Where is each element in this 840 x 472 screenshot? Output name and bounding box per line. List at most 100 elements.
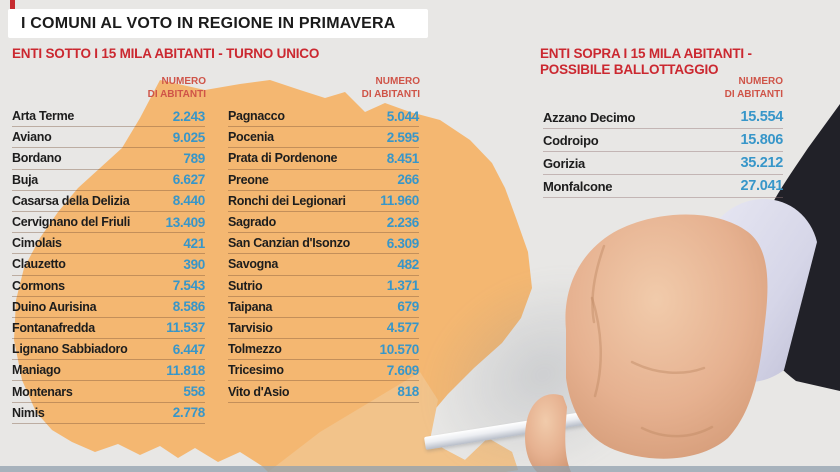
table-row: Tricesimo 7.609 <box>228 360 420 382</box>
population-value: 6.447 <box>172 341 206 357</box>
municipality-name: Montenars <box>12 384 73 399</box>
col-header-population-right: NUMERO DI ABITANTI <box>671 76 783 101</box>
municipality-name: Prata di Pordenone <box>228 151 338 166</box>
table-row: Tarvisio 4.577 <box>228 318 420 340</box>
table-row: Vito d'Asio 818 <box>228 381 419 403</box>
col-header-line2: DI ABITANTI <box>724 88 783 100</box>
population-value: 679 <box>397 299 419 315</box>
municipality-name: Cimolais <box>12 236 62 251</box>
table-row: Fontanafredda 11.537 <box>12 318 205 340</box>
table-row: Bordano 789 <box>12 148 205 170</box>
municipality-name: Savogna <box>228 257 278 272</box>
municipality-name: Codroipo <box>543 132 599 148</box>
municipality-name: Tarvisio <box>228 320 273 335</box>
municipality-name: Cervignano del Friuli <box>12 215 131 230</box>
municipality-name: Sagrado <box>228 215 276 230</box>
bottom-strip <box>0 466 840 472</box>
col-header-population-middle: NUMERO DI ABITANTI <box>308 76 420 101</box>
table-row: Montenars 558 <box>12 381 205 403</box>
municipality-name: Ronchi dei Legionari <box>228 193 346 208</box>
region-map-highlight <box>268 372 518 472</box>
population-value: 35.212 <box>740 155 783 171</box>
knuckle-lines <box>590 244 714 438</box>
table-row: Cormons 7.543 <box>12 276 205 297</box>
municipality-name: Taipana <box>228 299 273 314</box>
population-value: 421 <box>183 235 205 251</box>
population-value: 4.577 <box>386 320 420 336</box>
population-value: 2.236 <box>386 214 420 230</box>
population-value: 6.627 <box>172 172 206 188</box>
population-value: 10.570 <box>379 341 420 357</box>
table-row: Aviano 9.025 <box>12 127 206 149</box>
population-value: 7.543 <box>172 278 206 294</box>
table-row: Clauzetto 390 <box>12 254 205 276</box>
table-row: Prata di Pordenone 8.451 <box>228 148 419 170</box>
population-value: 2.778 <box>172 405 206 421</box>
municipality-name: Pagnacco <box>228 109 285 124</box>
table-row: Arta Terme 2.243 <box>12 106 206 128</box>
table-row: Preone 266 <box>228 170 419 191</box>
population-value: 2.243 <box>172 108 206 124</box>
section-header-over-15k-line1: ENTI SOPRA I 15 MILA ABITANTI - <box>540 46 752 61</box>
page-title: I COMUNI AL VOTO IN REGIONE IN PRIMAVERA <box>8 9 428 38</box>
col-header-line1: NUMERO <box>375 76 420 87</box>
col-header-population-left: NUMERO DI ABITANTI <box>94 76 206 101</box>
population-value: 27.041 <box>740 178 783 194</box>
municipality-name: Nimis <box>12 405 45 420</box>
municipality-name: Casarsa della Delizia <box>12 193 130 208</box>
section-header-over-15k: ENTI SOPRA I 15 MILA ABITANTI - POSSIBIL… <box>540 46 790 78</box>
population-value: 11.537 <box>166 320 205 336</box>
col-header-line1: NUMERO <box>161 76 206 87</box>
population-value: 818 <box>397 384 419 400</box>
municipality-name: Duino Aurisina <box>12 299 97 314</box>
population-value: 13.409 <box>165 214 206 230</box>
table-row: Casarsa della Delizia 8.440 <box>12 191 205 212</box>
municipality-name: Azzano Decimo <box>543 109 636 125</box>
population-value: 266 <box>397 172 419 188</box>
population-value: 15.554 <box>740 109 783 125</box>
population-value: 11.818 <box>166 362 205 378</box>
municipality-name: Tolmezzo <box>228 342 282 357</box>
population-value: 7.609 <box>386 362 420 378</box>
municipality-name: San Canzian d'Isonzo <box>228 236 350 251</box>
table-row: Cimolais 421 <box>12 233 205 255</box>
table-row: Pocenia 2.595 <box>228 127 419 149</box>
fist <box>565 214 768 459</box>
municipality-name: Monfalcone <box>543 178 613 194</box>
col-header-line2: DI ABITANTI <box>147 88 206 100</box>
table-row: Buja 6.627 <box>12 170 205 191</box>
municipality-name: Sutrio <box>228 278 263 293</box>
section-header-under-15k: ENTI SOTTO I 15 MILA ABITANTI - TURNO UN… <box>12 46 320 61</box>
population-value: 6.309 <box>386 235 420 251</box>
municipality-name: Preone <box>228 172 269 187</box>
population-value: 8.440 <box>172 193 206 209</box>
table-row: Cervignano del Friuli 13.409 <box>12 212 206 234</box>
population-value: 11.960 <box>380 193 419 209</box>
municipality-name: Maniago <box>12 363 61 378</box>
table-row: San Canzian d'Isonzo 6.309 <box>228 233 420 255</box>
table-row: Ronchi dei Legionari 11.960 <box>228 191 419 212</box>
col-header-line2: DI ABITANTI <box>361 88 420 100</box>
municipality-name: Lignano Sabbiadoro <box>12 342 128 357</box>
municipality-list-left-b: Pagnacco 5.044 Pocenia 2.595 Prata di Pord… <box>228 106 419 403</box>
region-map-shape <box>14 80 532 472</box>
population-value: 9.025 <box>172 129 206 145</box>
municipality-name: Clauzetto <box>12 257 66 272</box>
municipality-name: Pocenia <box>228 130 274 145</box>
population-value: 390 <box>183 256 205 272</box>
population-value: 1.371 <box>386 278 420 294</box>
table-row: Codroipo 15.806 <box>543 129 783 152</box>
municipality-name: Vito d'Asio <box>228 384 290 399</box>
table-row: Maniago 11.818 <box>12 360 205 382</box>
table-row: Azzano Decimo 15.554 <box>543 106 783 129</box>
table-row: Pagnacco 5.044 <box>228 106 419 128</box>
municipality-list-right: Azzano Decimo 15.554 Codroipo 15.806 Goriz… <box>543 106 783 198</box>
municipality-list-left-a: Arta Terme 2.243 Aviano 9.025 Bordano 789 B… <box>12 106 205 424</box>
section-header-over-15k-line2: POSSIBILE BALLOTTAGGIO <box>540 62 719 77</box>
title-accent-mark <box>10 0 15 9</box>
municipality-name: Cormons <box>12 278 65 293</box>
population-value: 8.586 <box>172 299 206 315</box>
